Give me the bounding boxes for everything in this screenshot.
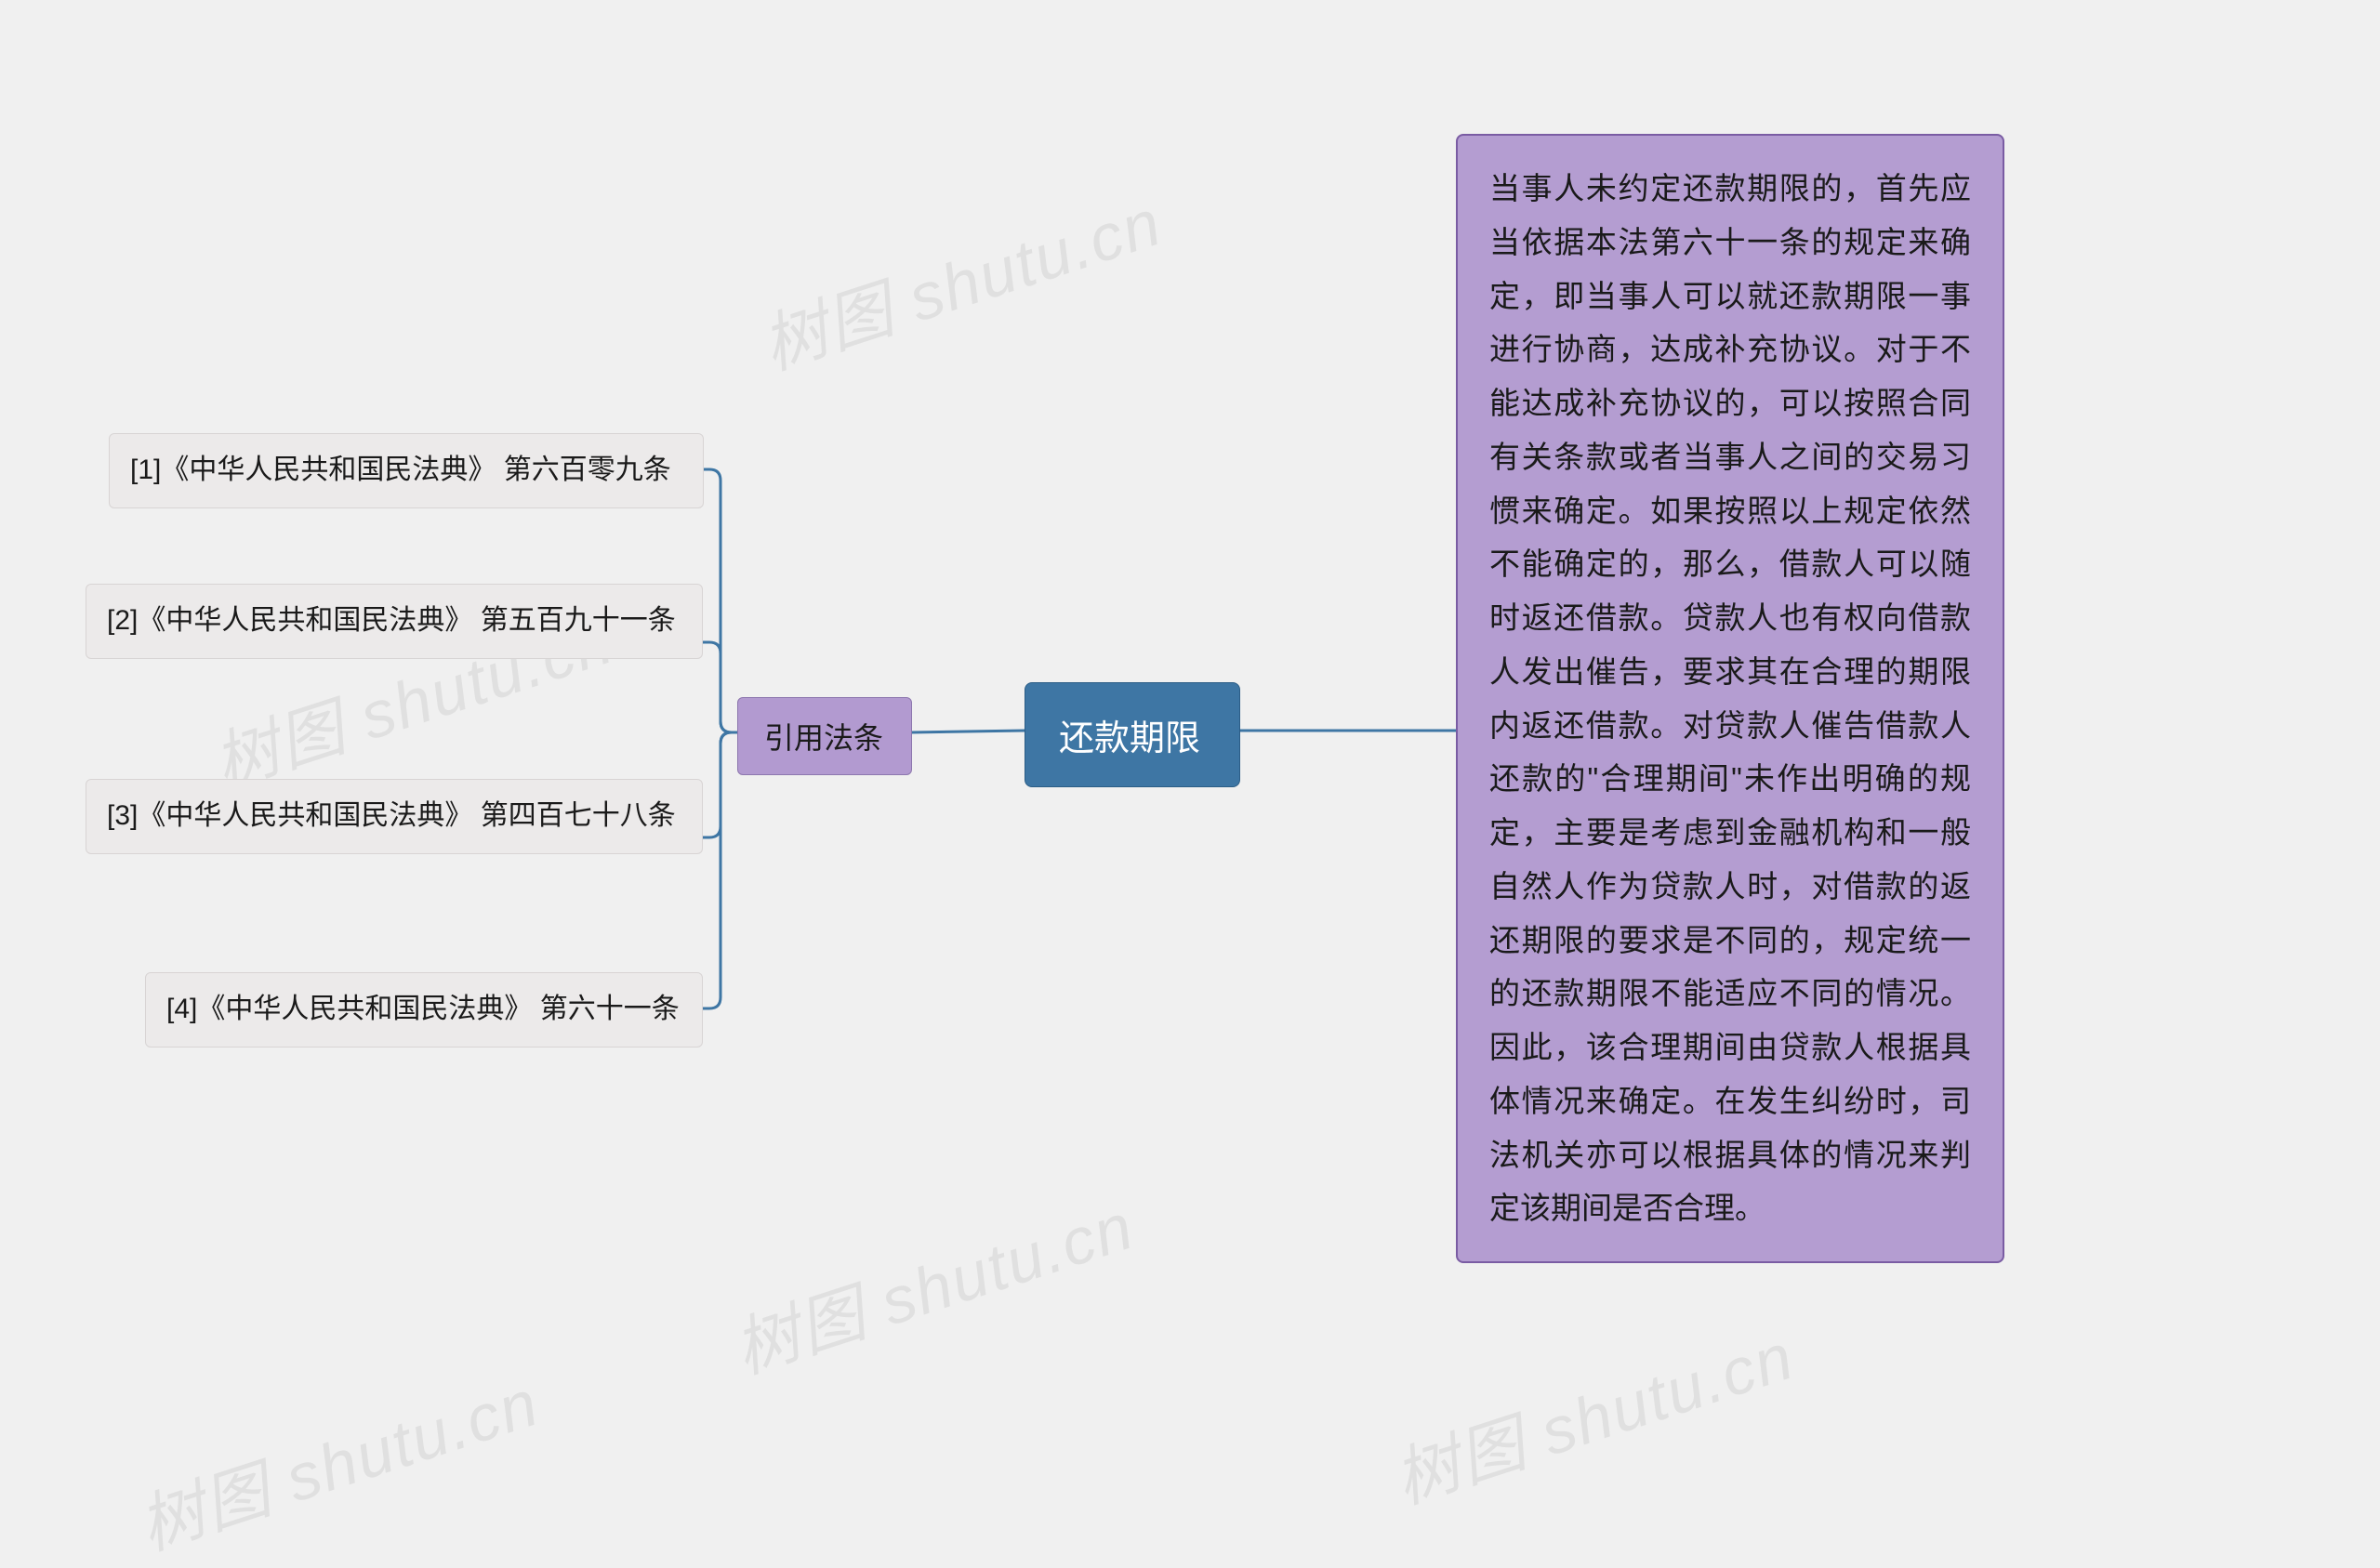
mindmap-canvas: 树图 shutu.cn 树图 shutu.cn 树图 shutu.cn 树图 s…	[0, 0, 2380, 1470]
watermark: 树图 shutu.cn	[748, 171, 1171, 389]
leaf-node-0[interactable]: [1]《中华人民共和国民法典》 第六百零九条	[109, 433, 704, 508]
watermark: 树图 shutu.cn	[126, 1351, 549, 1568]
right-body-node[interactable]: 当事人未约定还款期限的，首先应当依据本法第六十一条的规定来确定，即当事人可以就还…	[1456, 134, 2004, 1263]
watermark: 树图 shutu.cn	[721, 1175, 1144, 1392]
leaf-node-3[interactable]: [4]《中华人民共和国民法典》 第六十一条	[145, 972, 703, 1048]
leaf-node-1[interactable]: [2]《中华人民共和国民法典》 第五百九十一条	[86, 584, 703, 659]
left-branch-node[interactable]: 引用法条	[737, 697, 912, 775]
watermark: 树图 shutu.cn	[1381, 1305, 1804, 1522]
root-node[interactable]: 还款期限	[1025, 682, 1240, 787]
leaf-node-2[interactable]: [3]《中华人民共和国民法典》 第四百七十八条	[86, 779, 703, 854]
